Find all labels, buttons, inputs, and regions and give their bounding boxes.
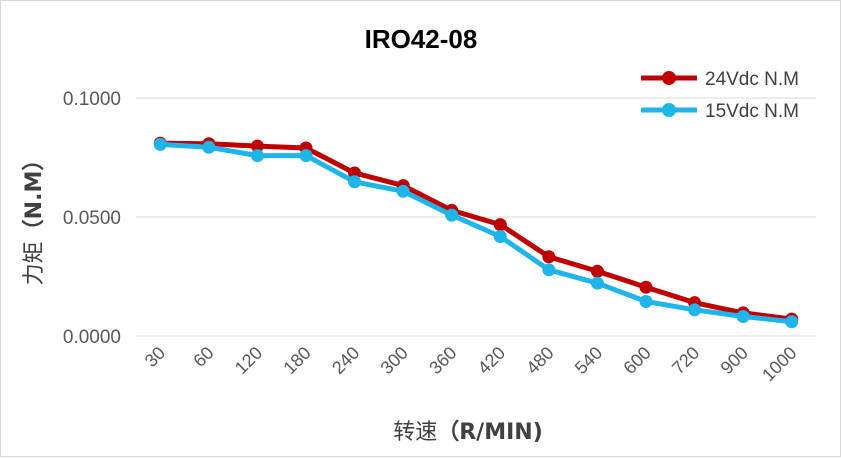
- x-tick-label: 1000: [758, 343, 800, 385]
- legend-item-24vdc: 24Vdc N.M: [641, 69, 799, 90]
- x-tick-label: 120: [231, 343, 266, 378]
- x-tick-label: 30: [141, 343, 169, 371]
- chart-title: IRO42-08: [365, 24, 478, 54]
- series-line-15vdc: [160, 141, 792, 325]
- data-point-15vdc: [542, 263, 556, 277]
- data-point-15vdc: [688, 303, 702, 317]
- legend-marker-15vdc: [662, 103, 676, 117]
- x-tick-label: 60: [189, 343, 217, 371]
- series-layer: [153, 136, 799, 329]
- y-tick-label: 0.1000: [63, 89, 121, 110]
- data-point-15vdc: [202, 140, 216, 154]
- legend-marker-24vdc: [662, 71, 676, 85]
- data-point-24vdc: [639, 280, 653, 294]
- legend-item-15vdc: 15Vdc N.M: [641, 101, 799, 122]
- x-axis-label-unit: （R/MIN): [437, 420, 543, 445]
- data-point-15vdc: [445, 208, 459, 222]
- x-tick-label: 480: [522, 343, 557, 378]
- y-axis-label: 力矩（N.M）: [22, 149, 47, 286]
- data-point-24vdc: [493, 218, 507, 232]
- data-point-15vdc: [785, 315, 799, 329]
- data-point-15vdc: [639, 294, 653, 308]
- x-tick-label: 720: [668, 343, 703, 378]
- y-tick-labels: 0.0000 0.0500 0.1000: [63, 89, 121, 348]
- x-tick-label: 900: [717, 343, 752, 378]
- x-tick-labels: 30 60 120 180 240 300 360 420 480 540 600 720 900 100…: [141, 343, 801, 385]
- data-point-15vdc: [348, 175, 362, 189]
- legend-label-15vdc: 15Vdc N.M: [705, 101, 799, 122]
- x-axis-label: 转速（R/MIN): [393, 420, 543, 445]
- y-tick-label: 0.0000: [63, 327, 121, 348]
- x-tick-label: 600: [619, 343, 654, 378]
- x-tick-label: 240: [328, 343, 363, 378]
- x-axis-label-prefix: 转速: [393, 420, 437, 445]
- data-point-15vdc: [250, 149, 264, 163]
- data-point-24vdc: [250, 139, 264, 153]
- legend-label-24vdc: 24Vdc N.M: [705, 69, 799, 90]
- x-tick-label: 300: [377, 343, 412, 378]
- data-point-24vdc: [590, 264, 604, 278]
- data-point-15vdc: [396, 184, 410, 198]
- y-tick-label: 0.0500: [63, 208, 121, 229]
- data-point-24vdc: [542, 250, 556, 264]
- data-point-15vdc: [153, 137, 167, 151]
- data-point-15vdc: [590, 276, 604, 290]
- y-axis-label-prefix: 力矩: [22, 241, 47, 285]
- x-tick-label: 540: [571, 343, 606, 378]
- x-tick-label: 180: [279, 343, 314, 378]
- data-point-15vdc: [493, 230, 507, 244]
- data-point-15vdc: [736, 309, 750, 323]
- x-tick-label: 420: [474, 343, 509, 378]
- legend: 24Vdc N.M 15Vdc N.M: [641, 69, 799, 122]
- series-line-24vdc: [160, 140, 793, 322]
- x-tick-label: 360: [425, 343, 460, 378]
- y-axis-label-unit: （N.M）: [22, 149, 47, 242]
- data-point-15vdc: [299, 149, 313, 163]
